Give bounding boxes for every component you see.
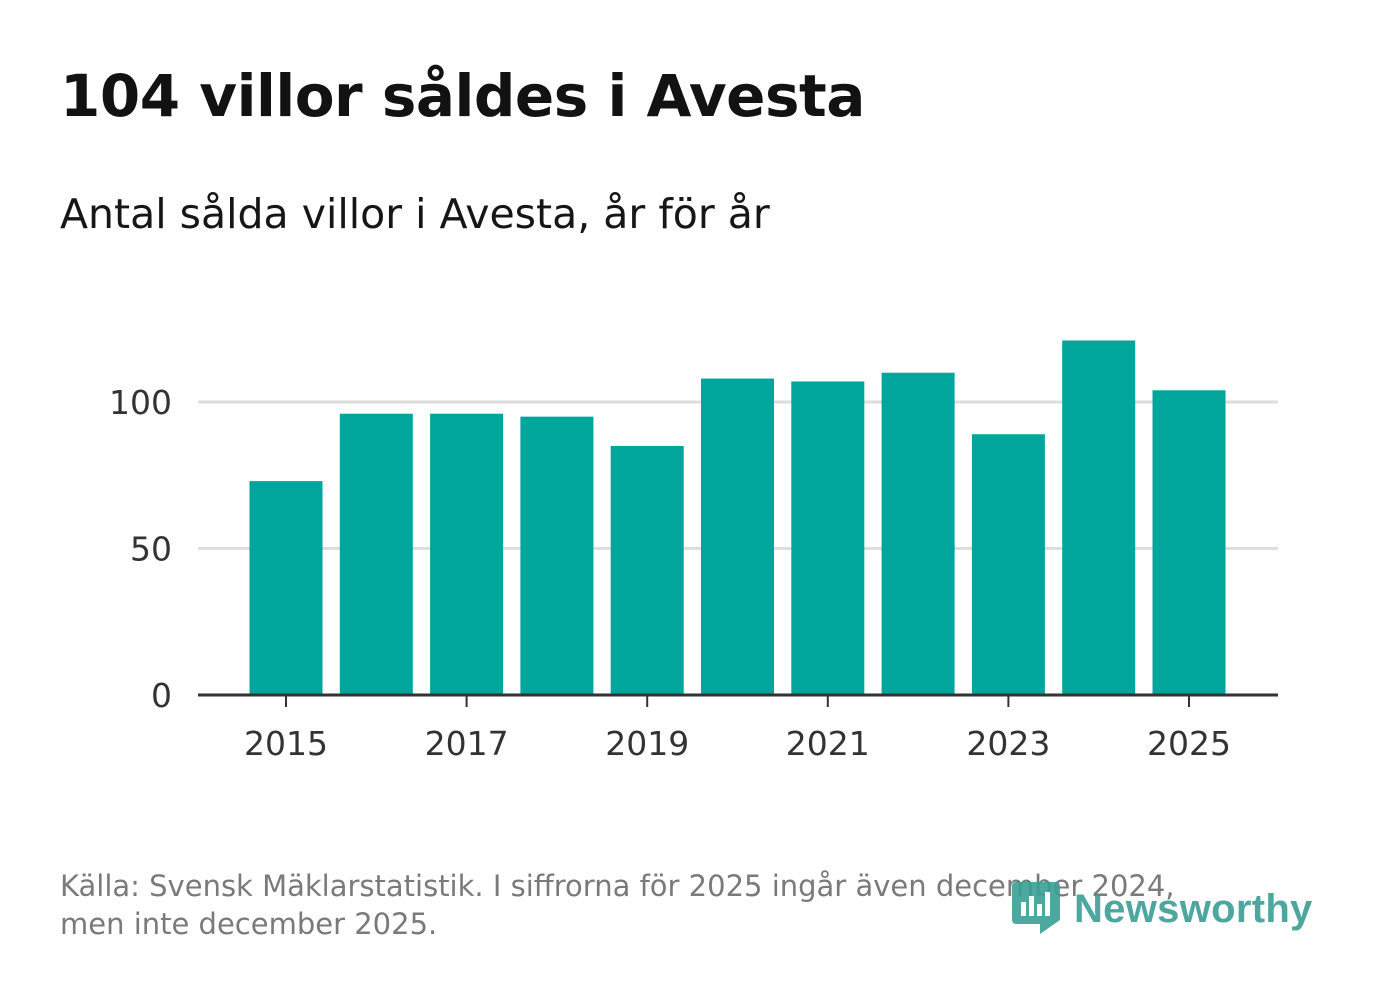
source-note: Källa: Svensk Mäklarstatistik. I siffror… [60,867,1260,943]
chart-title: 104 villor såldes i Avesta [60,62,865,130]
source-note-line-1: Källa: Svensk Mäklarstatistik. I siffror… [60,869,1175,903]
logo-text: Newsworthy [1074,886,1313,931]
tick-labels: 2015 2017 2019 2021 2023 2025 0 50 100 [109,383,1231,763]
newsworthy-logo-icon [1012,882,1060,934]
bar-2024 [1062,340,1136,695]
bar-2016 [339,413,413,695]
y-tick-label-0: 0 [151,676,172,715]
chart-subtitle: Antal sålda villor i Avesta, år för år [60,190,770,238]
x-tick-label-2017: 2017 [425,724,509,763]
bar-2021 [791,381,865,695]
axes [198,693,1278,707]
x-tick-label-2025: 2025 [1147,724,1231,763]
x-tick-label-2019: 2019 [605,724,689,763]
source-note-line-2: men inte december 2025. [60,907,438,941]
bar-2018 [520,416,594,695]
newsworthy-logo: Newsworthy [1010,878,1313,940]
y-tick-label-50: 50 [130,530,172,569]
bars [249,340,1226,695]
x-tick-label-2023: 2023 [966,724,1050,763]
bar-2019 [610,445,684,695]
y-tick-label-100: 100 [109,383,172,422]
bar-2017 [430,413,504,695]
x-tick-label-2015: 2015 [244,724,328,763]
bar-2015 [249,481,323,695]
bar-2025 [1152,390,1226,695]
x-tick-label-2021: 2021 [786,724,870,763]
bar-2020 [701,378,774,695]
bar-2023 [971,434,1045,695]
bar-2022 [881,372,955,695]
